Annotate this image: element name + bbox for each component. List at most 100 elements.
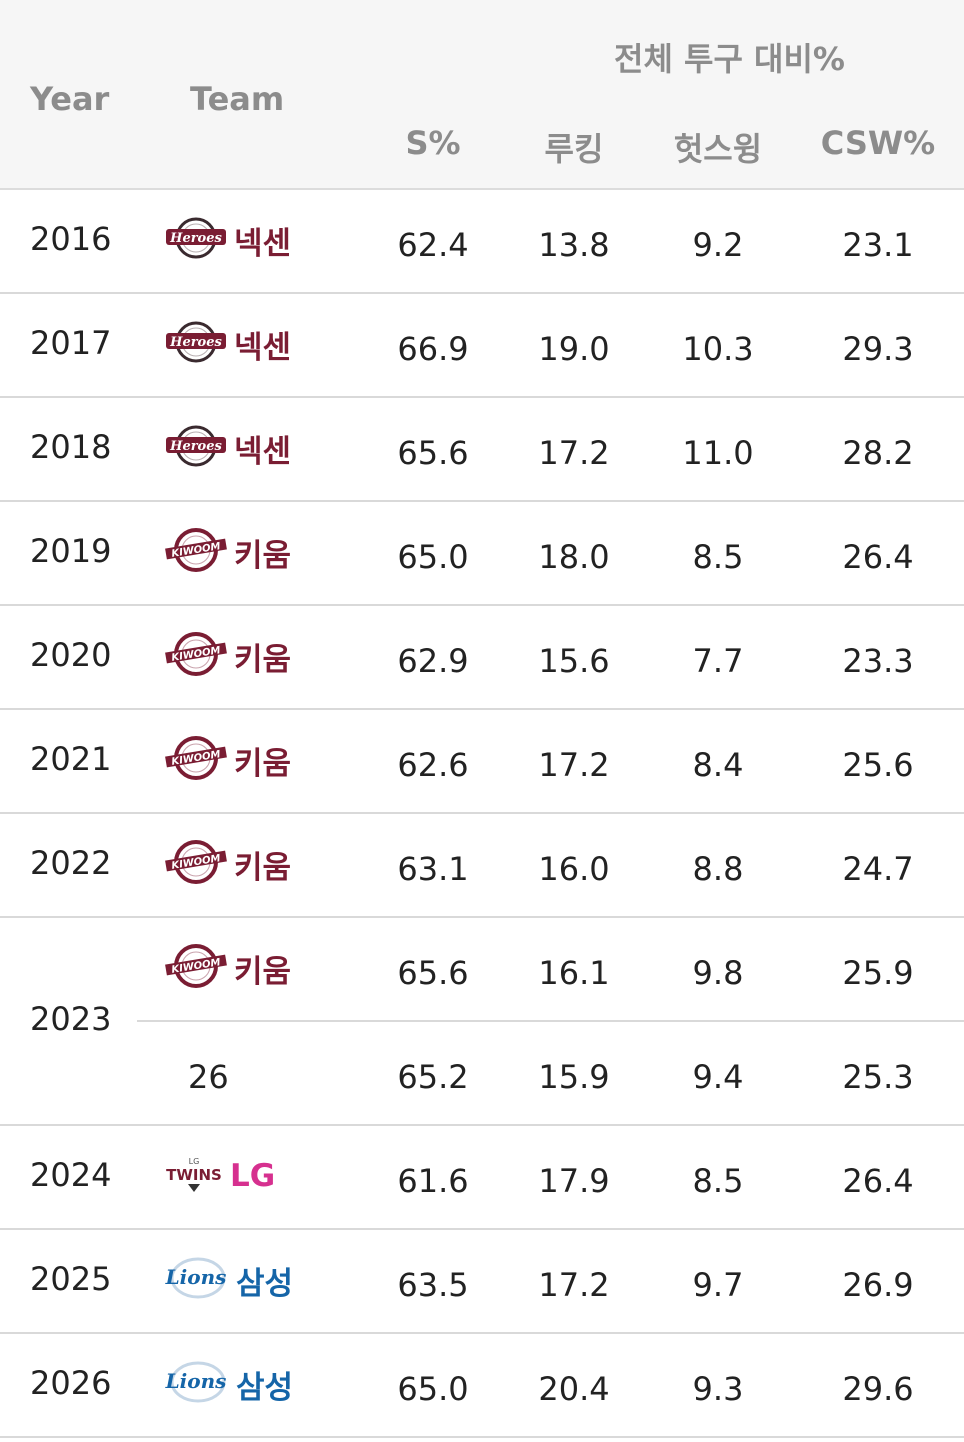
- s-cell: 62.6: [397, 746, 469, 784]
- kiwoom-logo: KIWOOM: [164, 734, 228, 786]
- whiff-cell: 11.0: [682, 434, 754, 472]
- team-name: 키움: [234, 537, 292, 574]
- year-cell: 2025: [30, 1260, 112, 1298]
- table-row: 2019 KIWOOM 키움 65.0 18.0 8.5 26.4: [0, 502, 964, 606]
- s-cell: 62.9: [397, 642, 469, 680]
- heroes-logo: Heroes: [164, 320, 228, 368]
- team-cell: KIWOOM 키움: [164, 940, 291, 996]
- samsung-lions-logo: Lions: [164, 1358, 230, 1410]
- heroes-logo: Heroes: [164, 424, 228, 472]
- team-name: 삼성: [236, 1369, 294, 1406]
- header-year: Year: [30, 80, 110, 118]
- year-cell: 2021: [30, 740, 112, 778]
- table-row: 2017 Heroes 넥센 66.9 19.0 10.3 29.3: [0, 294, 964, 398]
- look-cell: 15.9: [538, 1058, 610, 1096]
- table-row: 2016 Heroes 넥센 62.4 13.8 9.2 23.1: [0, 190, 964, 294]
- s-cell: 65.6: [397, 954, 469, 992]
- year-cell: 2024: [30, 1156, 112, 1194]
- csw-cell: 25.6: [842, 746, 914, 784]
- team-cell: KIWOOM 키움: [164, 628, 291, 684]
- look-cell: 13.8: [538, 226, 610, 264]
- csw-cell: 29.6: [842, 1370, 914, 1408]
- look-cell: 18.0: [538, 538, 610, 576]
- year-cell: 2019: [30, 532, 112, 570]
- year-cell: 2023: [30, 1000, 112, 1038]
- s-cell: 65.0: [397, 538, 469, 576]
- look-cell: 16.0: [538, 850, 610, 888]
- header-whiff: 헛스윙: [673, 130, 763, 168]
- whiff-cell: 8.4: [692, 746, 744, 784]
- heroes-logo: Heroes: [164, 216, 228, 264]
- csw-cell: 23.3: [842, 642, 914, 680]
- team-name: 넥센: [234, 329, 292, 366]
- table-row: 2025 Lions 삼성 63.5 17.2 9.7 26.9: [0, 1230, 964, 1334]
- team-name: LG: [230, 1158, 276, 1194]
- kiwoom-logo: KIWOOM: [164, 942, 228, 994]
- csw-cell: 23.1: [842, 226, 914, 264]
- s-cell: 63.5: [397, 1266, 469, 1304]
- look-cell: 16.1: [538, 954, 610, 992]
- kiwoom-logo: KIWOOM: [164, 526, 228, 578]
- header-looking: 루킹: [544, 130, 604, 168]
- table-row: 2021 KIWOOM 키움 62.6 17.2 8.4 25.6: [0, 710, 964, 814]
- team-cell: KIWOOM 키움: [164, 836, 291, 892]
- whiff-cell: 9.3: [692, 1370, 744, 1408]
- look-cell: 17.2: [538, 1266, 610, 1304]
- csw-cell: 25.9: [842, 954, 914, 992]
- look-cell: 15.6: [538, 642, 610, 680]
- team-cell: Lions 삼성: [164, 1252, 293, 1308]
- svg-text:Heroes: Heroes: [169, 231, 222, 246]
- table-row: 2026 Lions 삼성 65.0 20.4 9.3 29.6: [0, 1334, 964, 1438]
- team-cell: Heroes 넥센: [164, 212, 291, 268]
- team-name: 넥센: [234, 433, 292, 470]
- whiff-cell: 7.7: [692, 642, 744, 680]
- s-cell: 65.0: [397, 1370, 469, 1408]
- csw-cell: 24.7: [842, 850, 914, 888]
- svg-text:Lions: Lions: [165, 1265, 227, 1289]
- header-group-label: 전체 투구 대비%: [614, 40, 845, 78]
- year-cell: 2026: [30, 1364, 112, 1402]
- header-s-pct: S%: [405, 124, 461, 162]
- team-name: 삼성: [236, 1265, 294, 1302]
- look-cell: 17.2: [538, 434, 610, 472]
- look-cell: 17.9: [538, 1162, 610, 1200]
- year-cell: 2022: [30, 844, 112, 882]
- table-row: 2024 LG TWINS LG 61.6 17.9 8.5 26.4: [0, 1126, 964, 1230]
- team-cell: Lions 삼성: [164, 1356, 293, 1412]
- table-row: 2022 KIWOOM 키움 63.1 16.0 8.8 24.7: [0, 814, 964, 918]
- svg-text:TWINS: TWINS: [166, 1166, 222, 1184]
- team-cell: LG TWINS LG: [164, 1148, 275, 1204]
- csw-cell: 26.4: [842, 538, 914, 576]
- svg-text:Lions: Lions: [165, 1369, 227, 1393]
- whiff-cell: 9.8: [692, 954, 744, 992]
- table-row: 2018 Heroes 넥센 65.6 17.2 11.0 28.2: [0, 398, 964, 502]
- year-cell: 2017: [30, 324, 112, 362]
- kiwoom-logo: KIWOOM: [164, 630, 228, 682]
- csw-cell: 26.4: [842, 1162, 914, 1200]
- s-cell: 65.2: [397, 1058, 469, 1096]
- whiff-cell: 8.8: [692, 850, 744, 888]
- whiff-cell: 9.4: [692, 1058, 744, 1096]
- team-name: 키움: [234, 745, 292, 782]
- whiff-cell: 9.2: [692, 226, 744, 264]
- team-cell: 26: [188, 1058, 229, 1096]
- whiff-cell: 10.3: [682, 330, 754, 368]
- whiff-cell: 8.5: [692, 1162, 744, 1200]
- team-name: 키움: [234, 641, 292, 678]
- look-cell: 20.4: [538, 1370, 610, 1408]
- team-cell: KIWOOM 키움: [164, 524, 291, 580]
- csw-cell: 26.9: [842, 1266, 914, 1304]
- team-cell: KIWOOM 키움: [164, 732, 291, 788]
- look-cell: 19.0: [538, 330, 610, 368]
- whiff-cell: 9.7: [692, 1266, 744, 1304]
- row-divider: [137, 1020, 964, 1022]
- s-cell: 66.9: [397, 330, 469, 368]
- year-cell: 2018: [30, 428, 112, 466]
- table-header: Year Team 전체 투구 대비% S% 루킹 헛스윙 CSW%: [0, 0, 964, 190]
- s-cell: 65.6: [397, 434, 469, 472]
- svg-text:LG: LG: [189, 1157, 200, 1166]
- header-team: Team: [190, 80, 285, 118]
- samsung-lions-logo: Lions: [164, 1254, 230, 1306]
- header-csw: CSW%: [820, 124, 936, 162]
